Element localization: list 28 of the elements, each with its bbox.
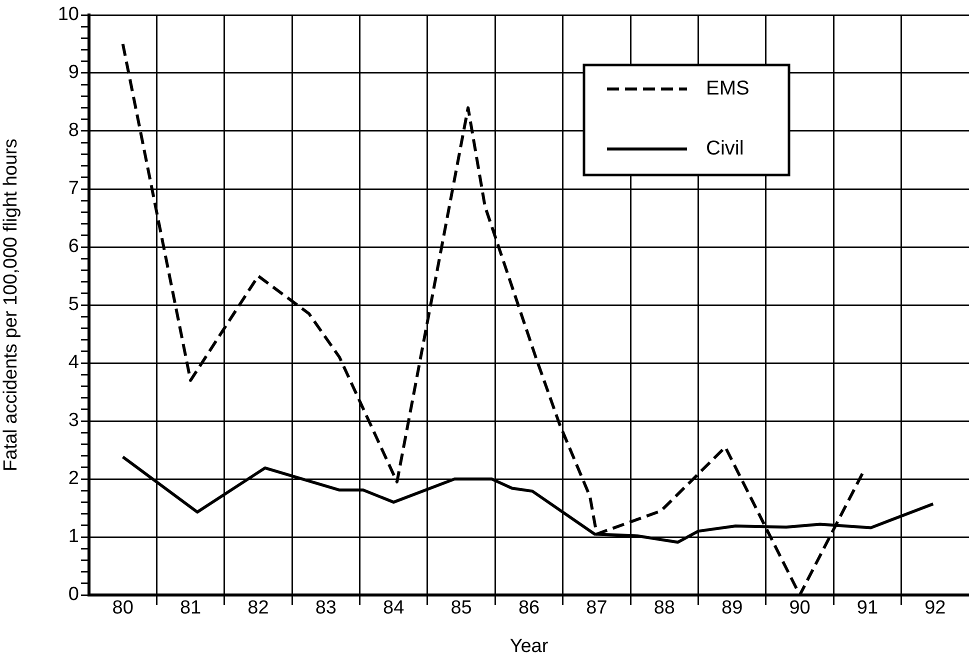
x-tick-label: 86 <box>518 598 540 619</box>
x-tick-label: 88 <box>654 598 675 619</box>
legend-label: Civil <box>706 138 744 160</box>
y-tick-label: 5 <box>68 294 79 316</box>
y-tick-label: 4 <box>68 352 80 374</box>
y-tick-label: 6 <box>68 236 79 258</box>
y-tick-label: 7 <box>68 178 79 200</box>
x-tick-label: 90 <box>789 598 810 619</box>
y-tick-label: 9 <box>68 62 79 84</box>
x-tick-label: 87 <box>586 598 608 619</box>
x-axis-title: Year <box>510 636 549 657</box>
y-tick-label: 3 <box>68 410 79 432</box>
y-tick-label: 8 <box>68 120 79 142</box>
x-tick-label: 81 <box>180 598 202 619</box>
x-tick-label: 80 <box>112 598 134 619</box>
x-tick-label: 91 <box>856 598 878 619</box>
legend-label: EMS <box>706 78 750 100</box>
y-tick-label: 0 <box>68 584 79 606</box>
x-tick-label: 85 <box>450 598 472 619</box>
x-tick-label: 82 <box>248 598 269 619</box>
y-axis-title: Fatal accidents per 100,000 flight hours <box>0 138 22 472</box>
y-tick-label: 2 <box>68 468 79 490</box>
y-tick-label: 10 <box>58 4 79 26</box>
y-tick-label: 1 <box>68 526 79 548</box>
x-tick-label: 84 <box>383 598 405 619</box>
x-tick-label: 92 <box>924 598 946 619</box>
x-tick-label: 83 <box>315 598 336 619</box>
x-tick-label: 89 <box>722 598 743 619</box>
